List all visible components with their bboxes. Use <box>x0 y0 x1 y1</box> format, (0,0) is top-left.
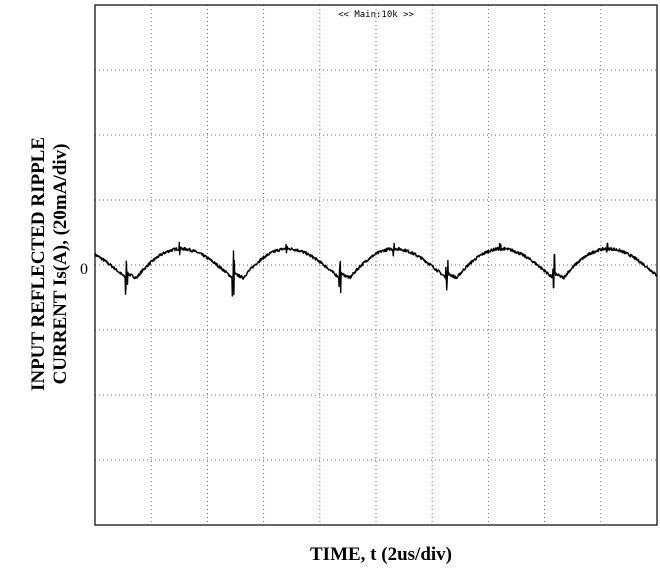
grid-lines <box>95 5 657 525</box>
y-zero-tick-label: 0 <box>80 261 88 278</box>
x-axis-label: TIME, t (2us/div) <box>310 544 452 565</box>
y-axis-label-line2: CURRENT Is(A), (20mA/div) <box>50 144 71 385</box>
y-axis-label-line1: INPUT REFLECTED RIPPLE <box>28 137 49 391</box>
chart-banner: << Main:10k >> <box>338 10 414 20</box>
